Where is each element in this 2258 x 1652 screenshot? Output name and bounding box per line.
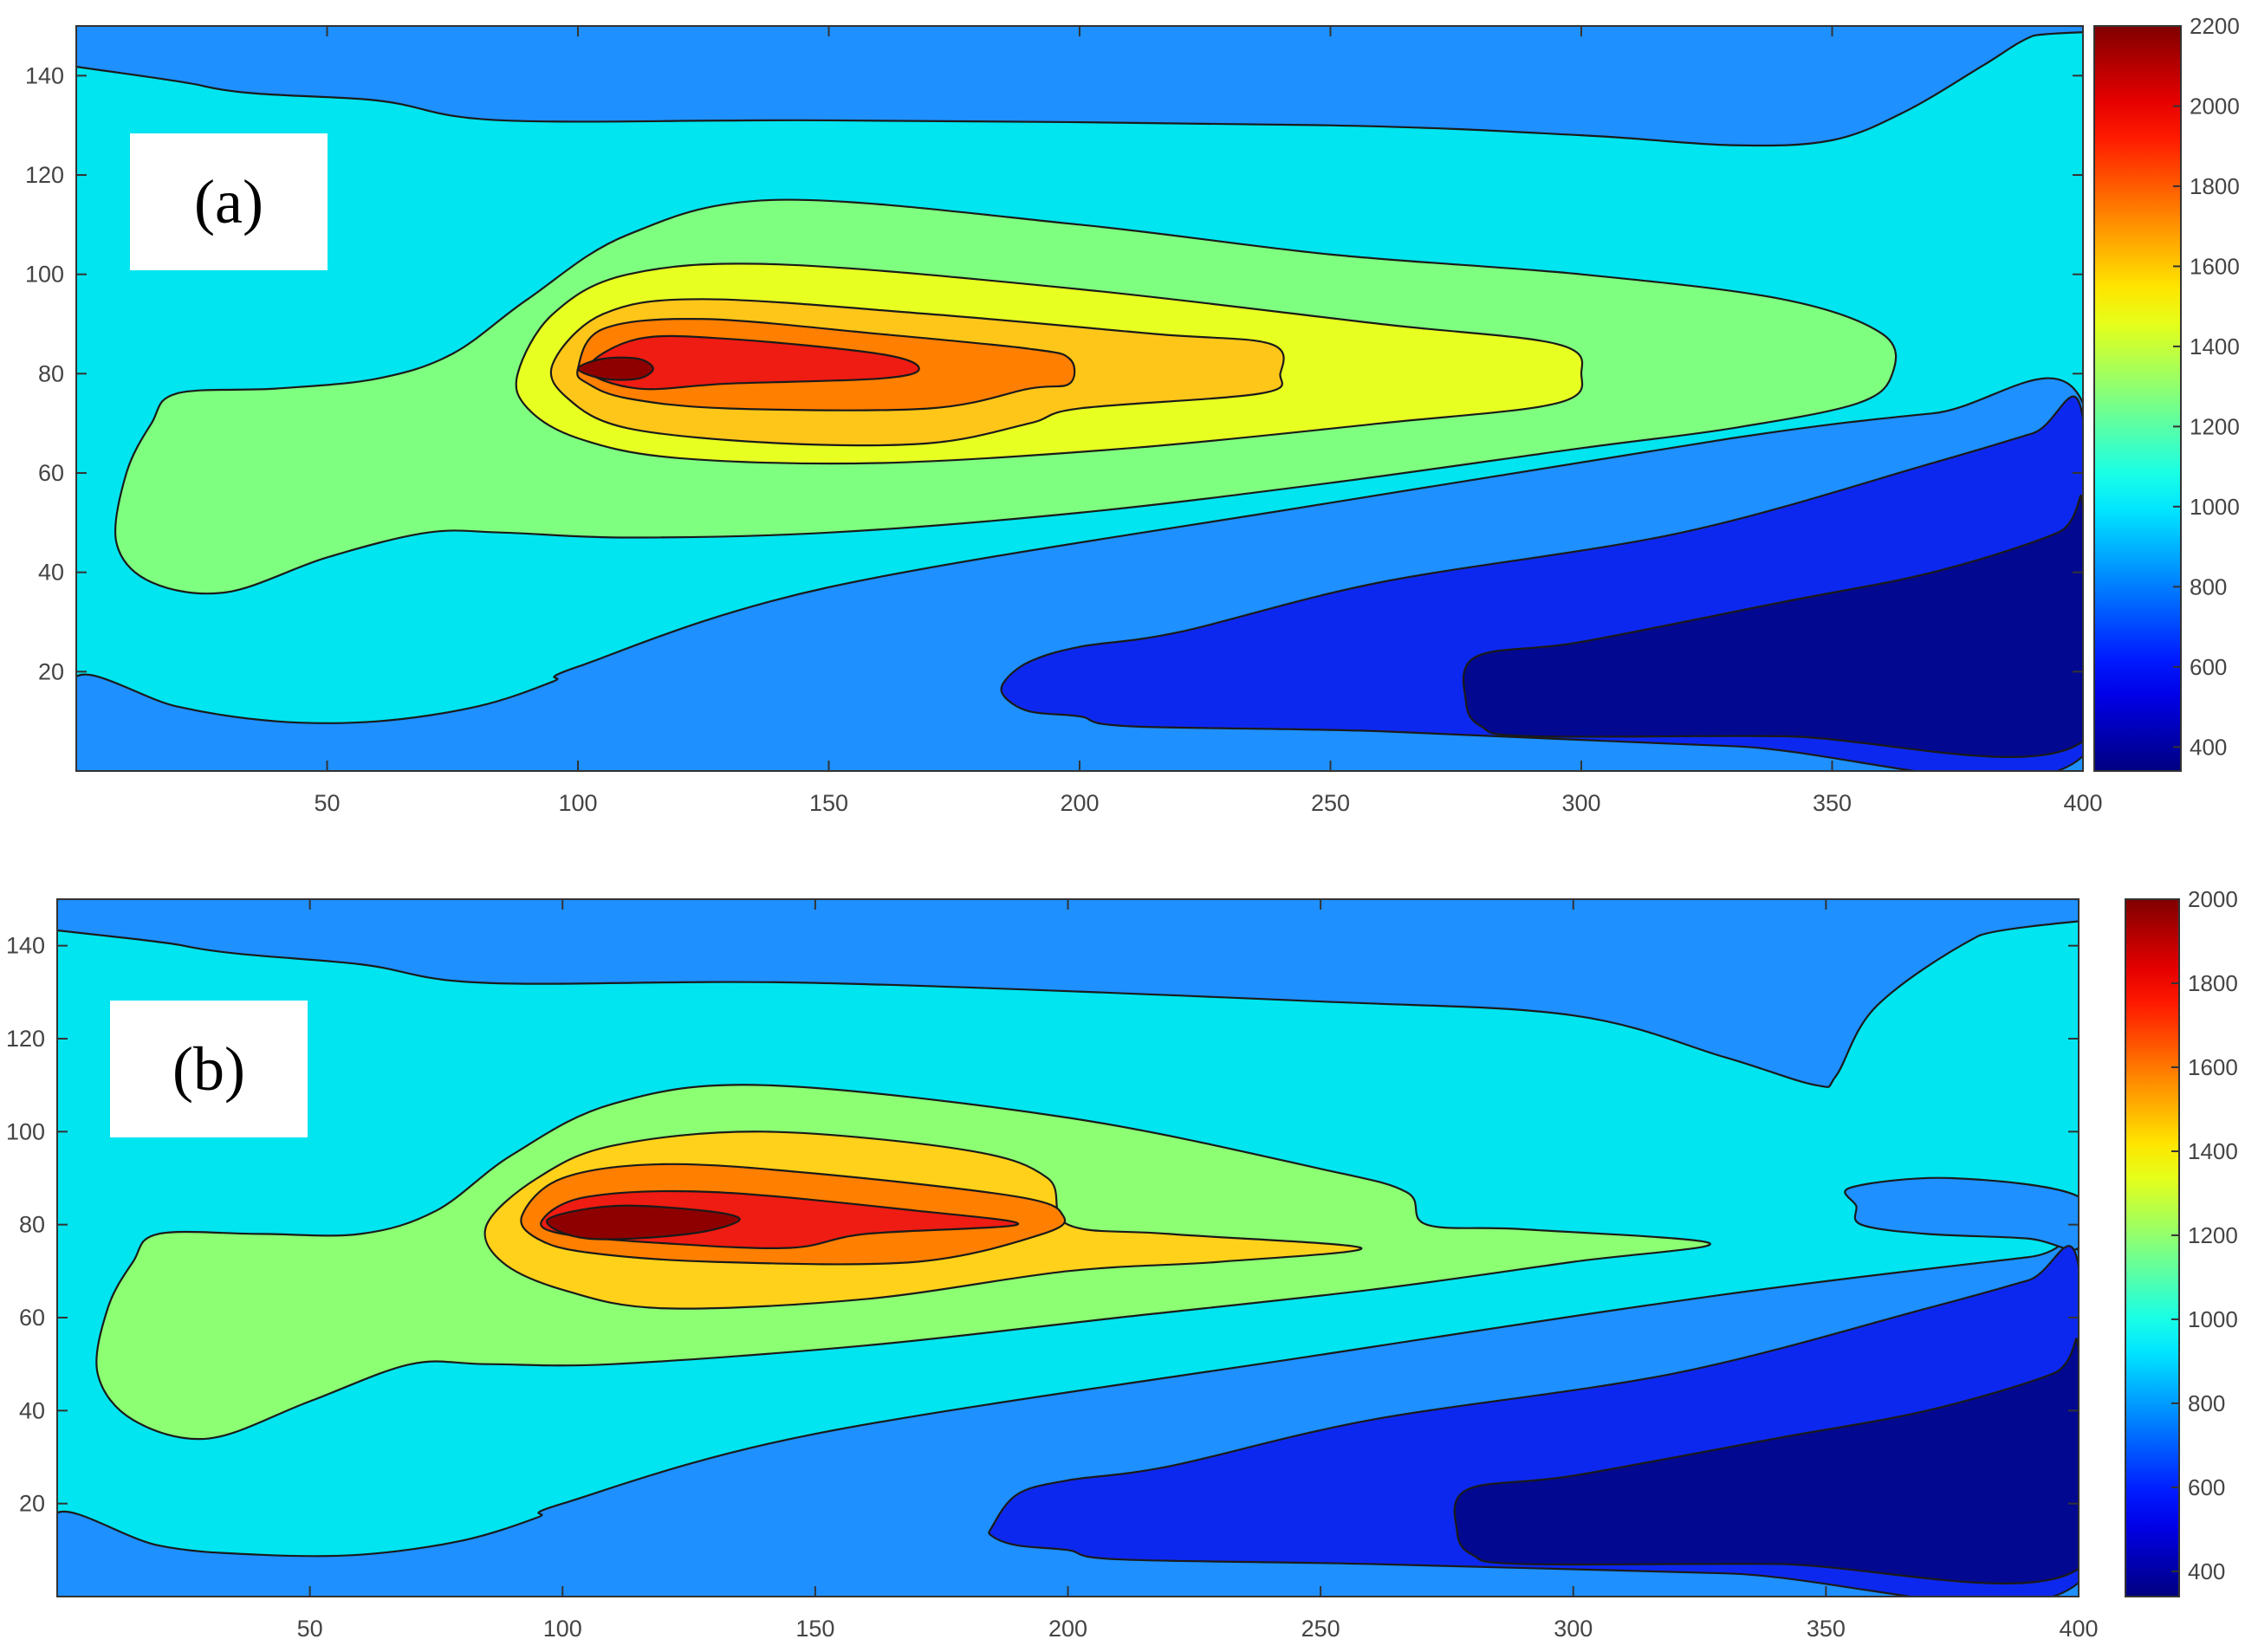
colorbar-tick-label: 1400 (2190, 334, 2240, 360)
y-tick-label: 100 (6, 1118, 45, 1144)
contour-level-2200 (576, 356, 654, 381)
y-tick-label: 20 (19, 1491, 45, 1517)
y-tick-label: 60 (19, 1305, 45, 1331)
y-tick-label: 120 (6, 1026, 45, 1052)
x-tick-label: 250 (1311, 790, 1350, 816)
colorbar (2093, 25, 2182, 772)
x-tick-label: 400 (2059, 1616, 2098, 1642)
colorbar-tick-label: 1600 (2188, 1054, 2238, 1080)
x-tick-label: 50 (314, 790, 340, 816)
colorbar (2125, 898, 2180, 1597)
colorbar-tick-label: 800 (2188, 1390, 2225, 1416)
y-tick-label: 80 (19, 1212, 45, 1238)
colorbar-tick-label: 1800 (2188, 970, 2238, 996)
contour-plot-a: 50 100 150 200 250 300 350 400 20 40 60 80 100 120 140… (25, 13, 2240, 816)
x-tick-label: 200 (1048, 1616, 1087, 1642)
colorbar-tick-label: 2000 (2188, 886, 2238, 912)
colorbar-tick-label: 600 (2190, 654, 2227, 680)
y-tick-label: 60 (38, 460, 64, 486)
y-tick-label: 140 (6, 933, 45, 959)
colorbar-tick-label: 2200 (2190, 13, 2240, 39)
contour-level-800 (1844, 1176, 2079, 1251)
contour-fills (76, 26, 2083, 771)
contour-level-800 (76, 26, 2083, 147)
x-tick-label: 100 (558, 790, 597, 816)
colorbar-tick-label: 600 (2188, 1474, 2225, 1500)
contour-level-400 (1453, 1338, 2079, 1585)
colorbar-tick-label: 800 (2190, 573, 2227, 599)
y-tick-label: 40 (19, 1397, 45, 1423)
contour-level-2000 (546, 1204, 741, 1241)
x-tick-label: 350 (1813, 790, 1852, 816)
colorbar-tick-label: 400 (2190, 734, 2227, 760)
colorbar-tick-label: 1200 (2190, 413, 2240, 439)
panel-label-a: (a) (130, 133, 328, 270)
x-tick-label: 200 (1060, 790, 1099, 816)
panel-label-b: (b) (110, 1001, 308, 1137)
contour-fills (57, 899, 2079, 1597)
x-tick-label: 150 (809, 790, 848, 816)
x-tick-label: 50 (297, 1616, 323, 1642)
x-tick-label: 300 (1554, 1616, 1593, 1642)
colorbar-tick-label: 1200 (2188, 1222, 2238, 1248)
colorbar-tick-label: 2000 (2190, 93, 2240, 119)
y-tick-label: 40 (38, 560, 64, 586)
colorbar-tick-label: 1400 (2188, 1138, 2238, 1164)
x-tick-label: 400 (2063, 790, 2102, 816)
x-tick-label: 150 (795, 1616, 834, 1642)
contour-panel-a: 50 100 150 200 250 300 350 400 20 40 60 80 100 120 140… (25, 13, 2240, 816)
colorbar-tick-label: 1000 (2188, 1306, 2238, 1332)
y-tick-label: 80 (38, 360, 64, 386)
contour-panel-b: 50 100 150 200 250 300 350 400 20 40 60 80 100 120 140… (0, 826, 2258, 1651)
x-tick-label: 250 (1301, 1616, 1340, 1642)
x-tick-label: 100 (543, 1616, 582, 1642)
y-tick-label: 140 (25, 62, 64, 88)
y-tick-label: 100 (25, 262, 64, 288)
contour-level-400 (1462, 494, 2083, 759)
colorbar-tick-label: 1600 (2190, 253, 2240, 279)
contour-plot-b: 50 100 150 200 250 300 350 400 20 40 60 80 100 120 140… (6, 886, 2238, 1642)
x-tick-label: 350 (1807, 1616, 1846, 1642)
contour-level-800 (57, 899, 2079, 1088)
y-tick-label: 120 (25, 162, 64, 188)
colorbar-tick-label: 400 (2188, 1558, 2225, 1584)
colorbar-tick-label: 1000 (2190, 494, 2240, 520)
contour-level-2000 (587, 334, 920, 391)
colorbar-tick-label: 1800 (2190, 173, 2240, 199)
y-tick-label: 20 (38, 658, 64, 684)
x-tick-label: 300 (1561, 790, 1600, 816)
